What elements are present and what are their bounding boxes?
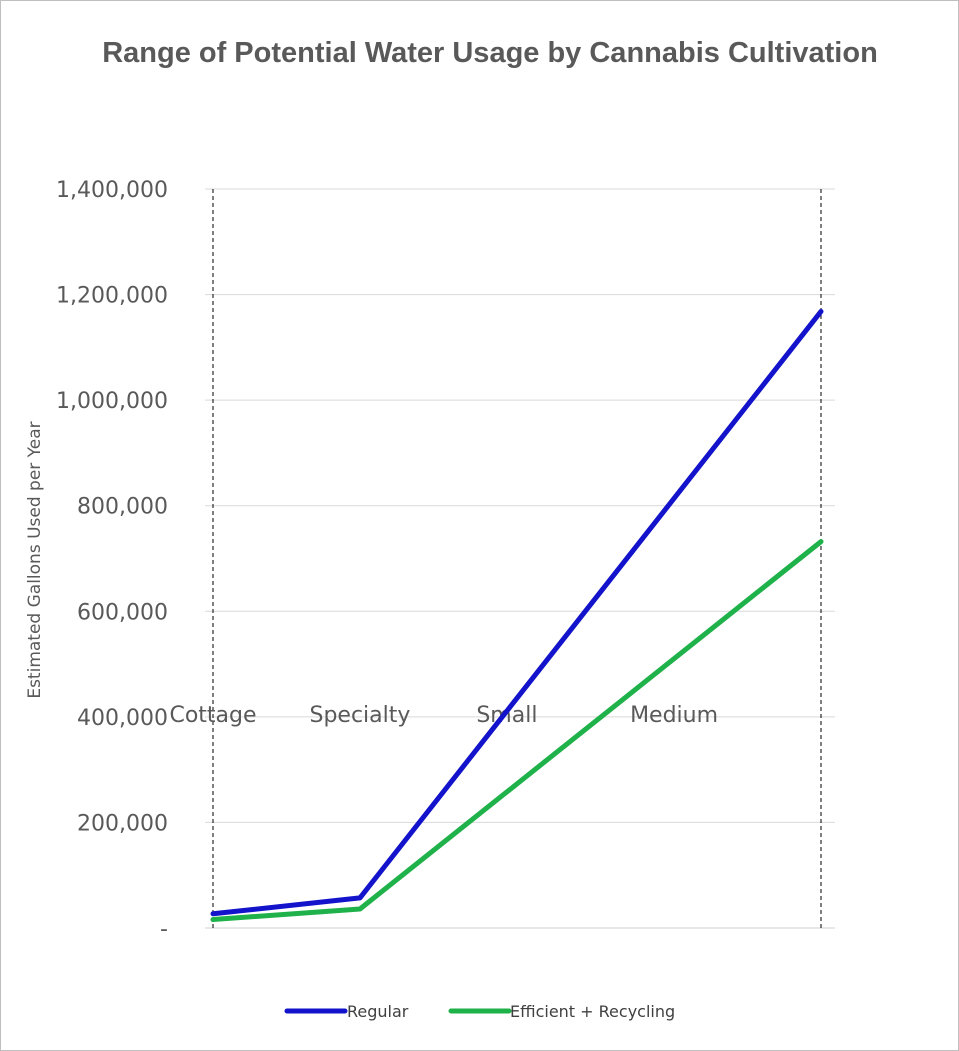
y-tick-label: 200,000 bbox=[77, 811, 168, 836]
x-tick-label: Specialty bbox=[309, 703, 410, 728]
x-axis-ticks: Cottage Specialty Small Medium bbox=[169, 703, 718, 728]
y-tick-label: 600,000 bbox=[77, 600, 168, 625]
chart-title: Range of Potential Water Usage by Cannab… bbox=[102, 37, 878, 69]
y-tick-label: 1,400,000 bbox=[56, 178, 168, 203]
series-line-2 bbox=[210, 539, 824, 923]
x-tick-label: Cottage bbox=[169, 703, 256, 728]
series-line-1 bbox=[210, 308, 824, 917]
legend-label: Regular bbox=[347, 1002, 409, 1021]
y-axis-title: Estimated Gallons Used per Year bbox=[25, 421, 45, 698]
y-tick-label: 1,000,000 bbox=[56, 389, 168, 414]
y-tick-label: 400,000 bbox=[77, 706, 168, 731]
x-tick-label: Small bbox=[476, 703, 537, 728]
y-axis-ticks: - 200,000 400,000 600,000 800,000 1,000,000 1,… bbox=[56, 178, 168, 942]
y-tick-label: 800,000 bbox=[77, 495, 168, 520]
reference-lines bbox=[212, 189, 822, 928]
y-tick-label: - bbox=[160, 917, 168, 942]
gridlines bbox=[205, 188, 835, 929]
y-tick-label: 1,200,000 bbox=[56, 284, 168, 309]
series-lines bbox=[210, 308, 824, 923]
legend-label: Efficient + Recycling bbox=[510, 1002, 675, 1021]
legend: Regular Efficient + Recycling bbox=[284, 1002, 675, 1021]
x-tick-label: Medium bbox=[630, 703, 718, 728]
